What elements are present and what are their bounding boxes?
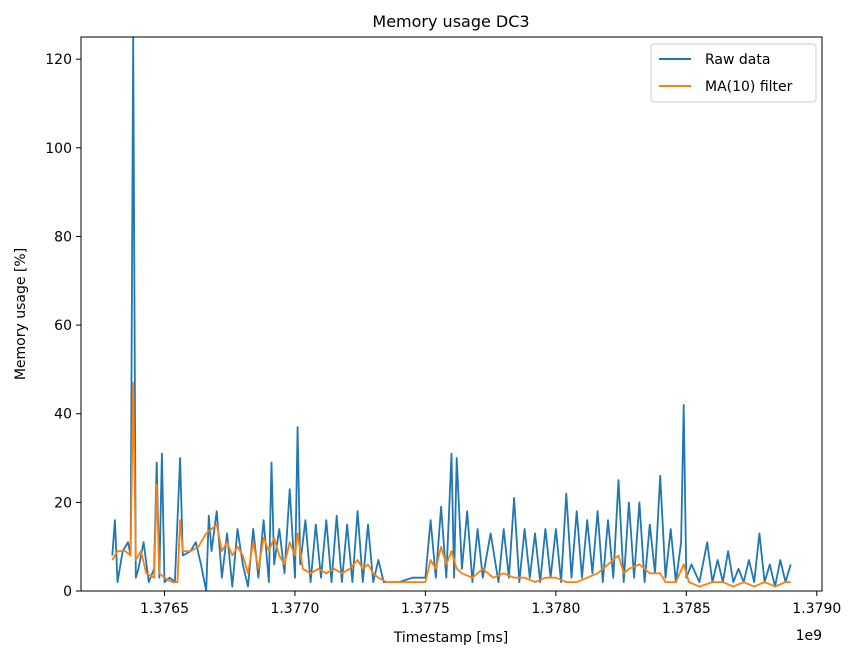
x-tick-label: 1.3785 bbox=[662, 601, 711, 617]
x-tick-label: 1.3780 bbox=[531, 601, 580, 617]
y-tick-label: 60 bbox=[54, 318, 72, 334]
x-axis-offset-label: 1e9 bbox=[796, 628, 822, 644]
legend: Raw data MA(10) filter bbox=[650, 43, 817, 103]
y-axis-ticks: 0 20 40 60 80 100 120 bbox=[45, 52, 81, 600]
x-axis-label: Timestamp [ms] bbox=[393, 630, 508, 646]
x-tick-label: 1.3790 bbox=[792, 601, 841, 617]
y-tick-label: 100 bbox=[45, 141, 72, 157]
chart-title: Memory usage DC3 bbox=[372, 12, 529, 31]
plot-area bbox=[111, 37, 792, 591]
y-tick-label: 120 bbox=[45, 52, 72, 68]
y-tick-label: 40 bbox=[54, 407, 72, 423]
y-tick-label: 0 bbox=[63, 584, 72, 600]
y-axis-label: Memory usage [%] bbox=[13, 248, 29, 380]
x-tick-label: 1.3775 bbox=[401, 601, 450, 617]
x-axis-ticks: 1.3765 1.3770 1.3775 1.3780 1.3785 1.3790 bbox=[140, 591, 841, 617]
legend-box bbox=[650, 43, 817, 103]
y-tick-label: 20 bbox=[54, 495, 72, 511]
series-line-ma-10-filter bbox=[111, 381, 791, 588]
series-line-raw-data bbox=[111, 37, 792, 591]
y-tick-label: 80 bbox=[54, 229, 72, 245]
legend-label-ma-filter: MA(10) filter bbox=[705, 79, 793, 95]
legend-label-raw-data: Raw data bbox=[705, 52, 770, 68]
axes-frame bbox=[80, 36, 823, 592]
x-tick-label: 1.3770 bbox=[270, 601, 319, 617]
x-tick-label: 1.3765 bbox=[140, 601, 189, 617]
axes-border bbox=[80, 36, 823, 592]
